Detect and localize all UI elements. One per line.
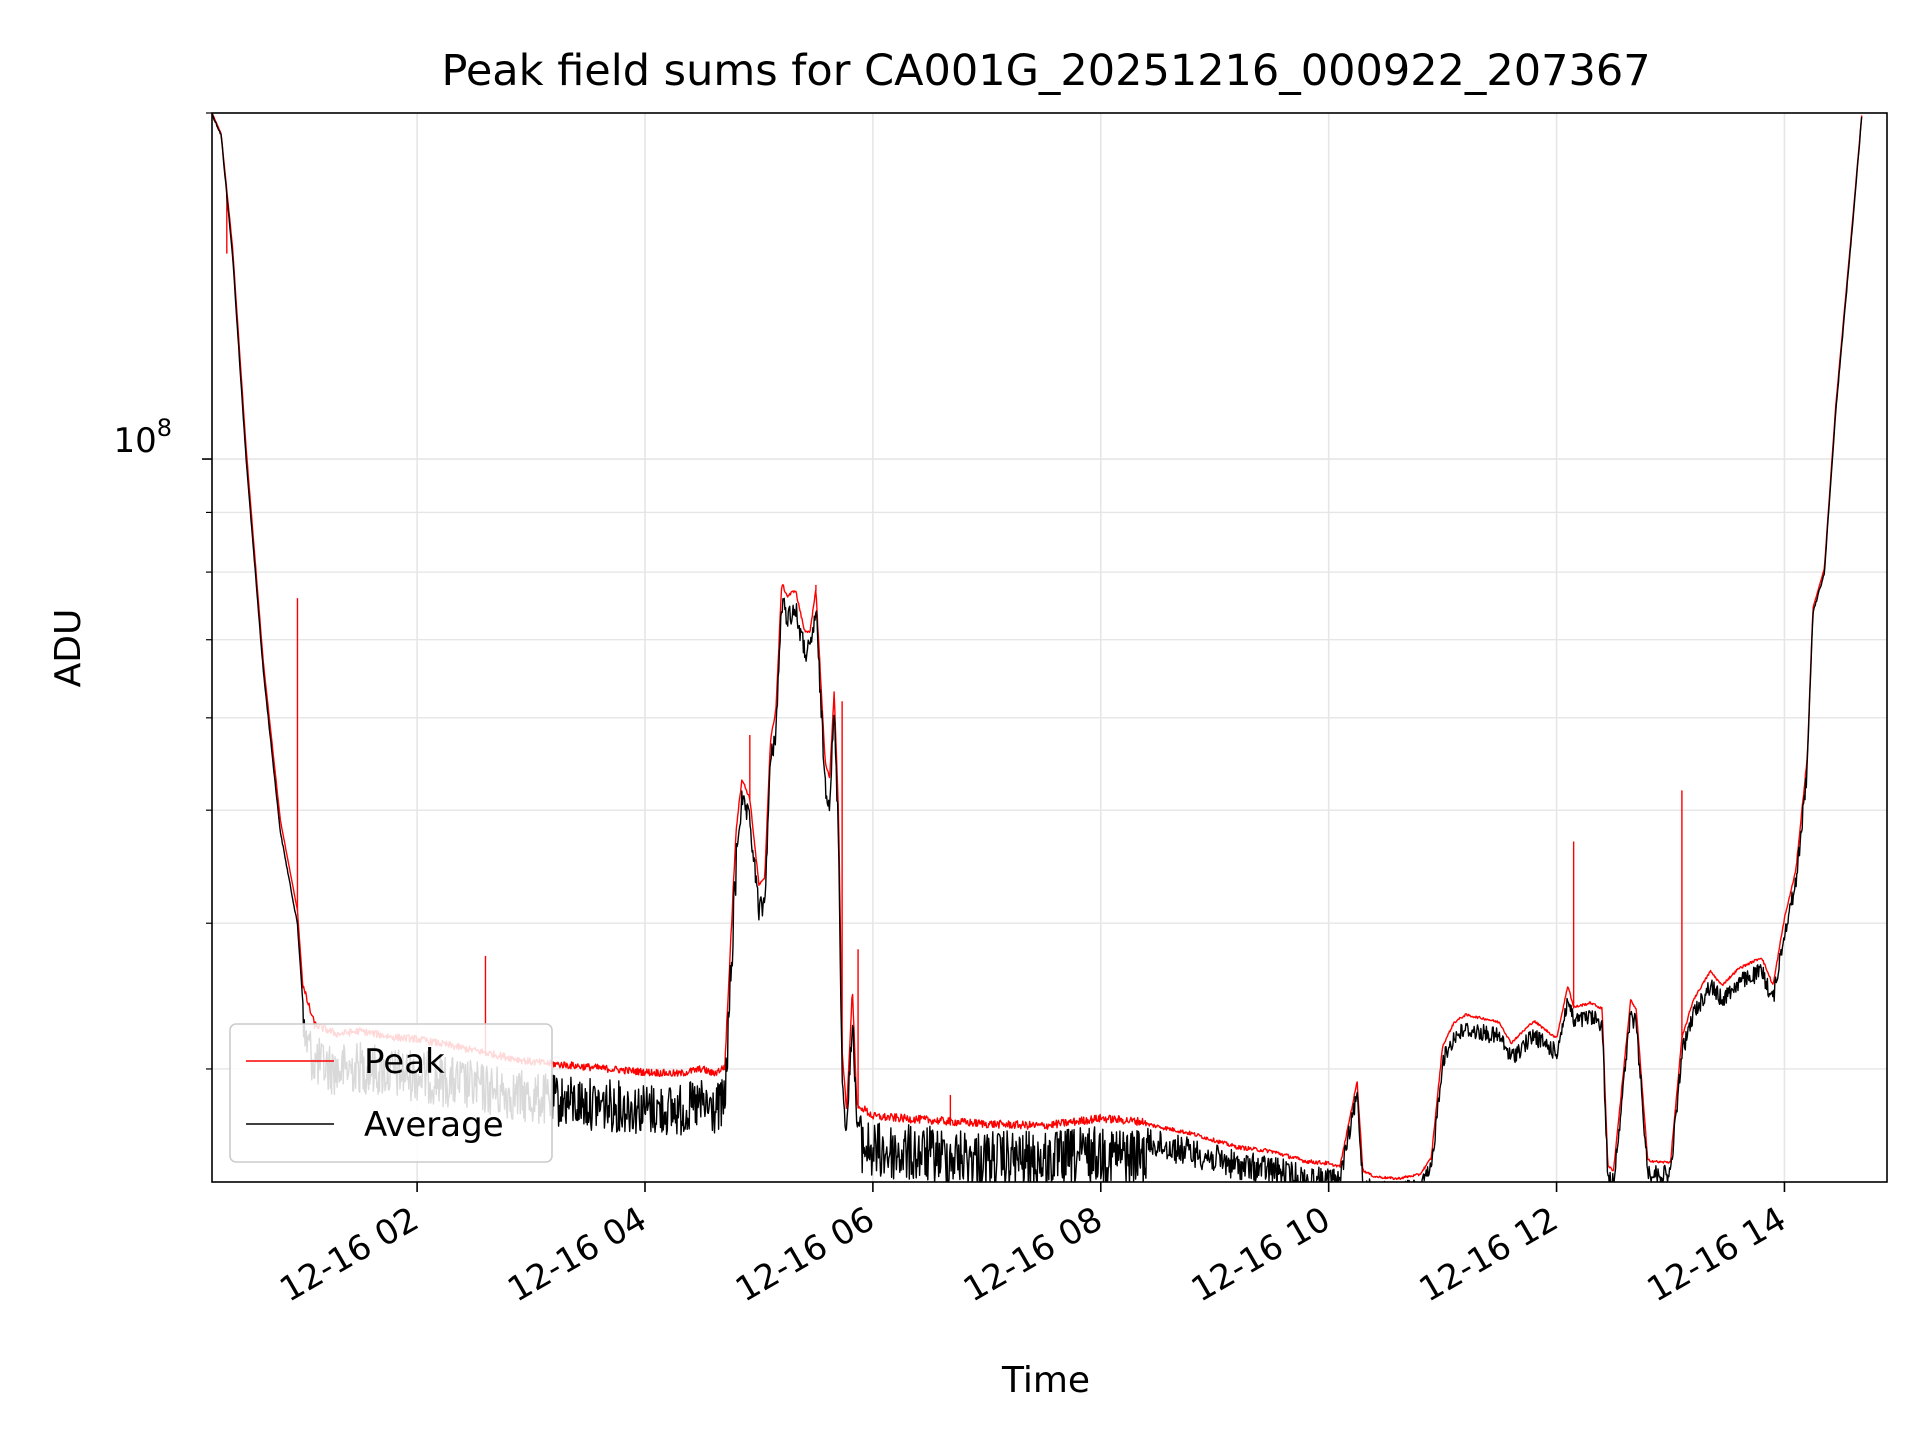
x-axis-label: Time <box>1001 1360 1090 1401</box>
legend-box <box>229 1023 553 1163</box>
legend-label-peak: Peak <box>364 1042 445 1082</box>
plot-frame <box>211 112 1888 1183</box>
legend-label-average: Average <box>364 1105 504 1145</box>
y-tick-base: 10 <box>113 421 156 461</box>
legend: Peak Average <box>229 1023 553 1163</box>
y-axis-label: ADU <box>48 609 89 688</box>
chart-title: Peak field sums for CA001G_20251216_0009… <box>441 46 1650 96</box>
grid-lines <box>212 113 1887 1182</box>
y-tick-exponent: 8 <box>157 414 172 442</box>
y-tick-label-1e8: 108 <box>113 414 172 461</box>
